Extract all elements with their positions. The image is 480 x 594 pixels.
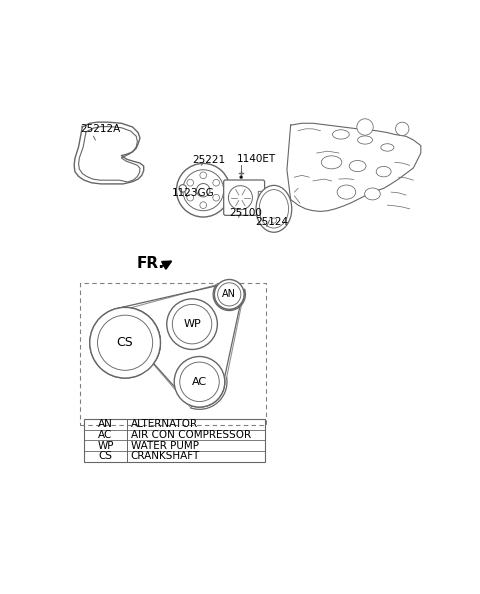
- Circle shape: [174, 356, 225, 407]
- Text: 25100: 25100: [229, 208, 262, 218]
- Text: 1123GG: 1123GG: [172, 188, 215, 198]
- Text: 1140ET: 1140ET: [237, 154, 276, 164]
- Text: ALTERNATOR: ALTERNATOR: [131, 419, 198, 429]
- Circle shape: [396, 122, 409, 135]
- Circle shape: [200, 202, 206, 208]
- Circle shape: [90, 308, 160, 378]
- Text: AIR CON COMPRESSOR: AIR CON COMPRESSOR: [131, 430, 251, 440]
- Ellipse shape: [358, 136, 372, 144]
- Text: CRANKSHAFT: CRANKSHAFT: [131, 451, 200, 462]
- Ellipse shape: [337, 185, 356, 199]
- Circle shape: [213, 194, 219, 201]
- Circle shape: [215, 280, 244, 309]
- Circle shape: [240, 176, 243, 179]
- Circle shape: [200, 172, 206, 179]
- Ellipse shape: [381, 144, 394, 151]
- Text: CS: CS: [98, 451, 113, 462]
- Text: WATER PUMP: WATER PUMP: [131, 441, 199, 451]
- Circle shape: [167, 299, 217, 349]
- Ellipse shape: [333, 129, 349, 139]
- Text: CS: CS: [117, 336, 133, 349]
- Ellipse shape: [349, 160, 366, 172]
- Text: AN: AN: [98, 419, 113, 429]
- Text: 25124: 25124: [255, 217, 288, 228]
- Text: AC: AC: [98, 430, 113, 440]
- Circle shape: [213, 179, 219, 186]
- Bar: [84, 419, 264, 462]
- Text: WP: WP: [183, 319, 201, 329]
- FancyBboxPatch shape: [224, 180, 264, 216]
- Text: 25221: 25221: [192, 155, 225, 165]
- FancyBboxPatch shape: [258, 191, 267, 204]
- Circle shape: [179, 185, 186, 192]
- Circle shape: [187, 179, 193, 186]
- Text: AC: AC: [192, 377, 207, 387]
- Text: AN: AN: [222, 289, 236, 299]
- Ellipse shape: [376, 166, 391, 177]
- Text: FR.: FR.: [136, 256, 164, 271]
- Ellipse shape: [365, 188, 380, 200]
- Circle shape: [177, 163, 230, 217]
- Circle shape: [187, 194, 193, 201]
- Ellipse shape: [321, 156, 342, 169]
- Circle shape: [196, 184, 210, 197]
- Text: 25212A: 25212A: [81, 124, 120, 134]
- Circle shape: [357, 119, 373, 135]
- Ellipse shape: [256, 185, 292, 232]
- Text: WP: WP: [97, 441, 114, 451]
